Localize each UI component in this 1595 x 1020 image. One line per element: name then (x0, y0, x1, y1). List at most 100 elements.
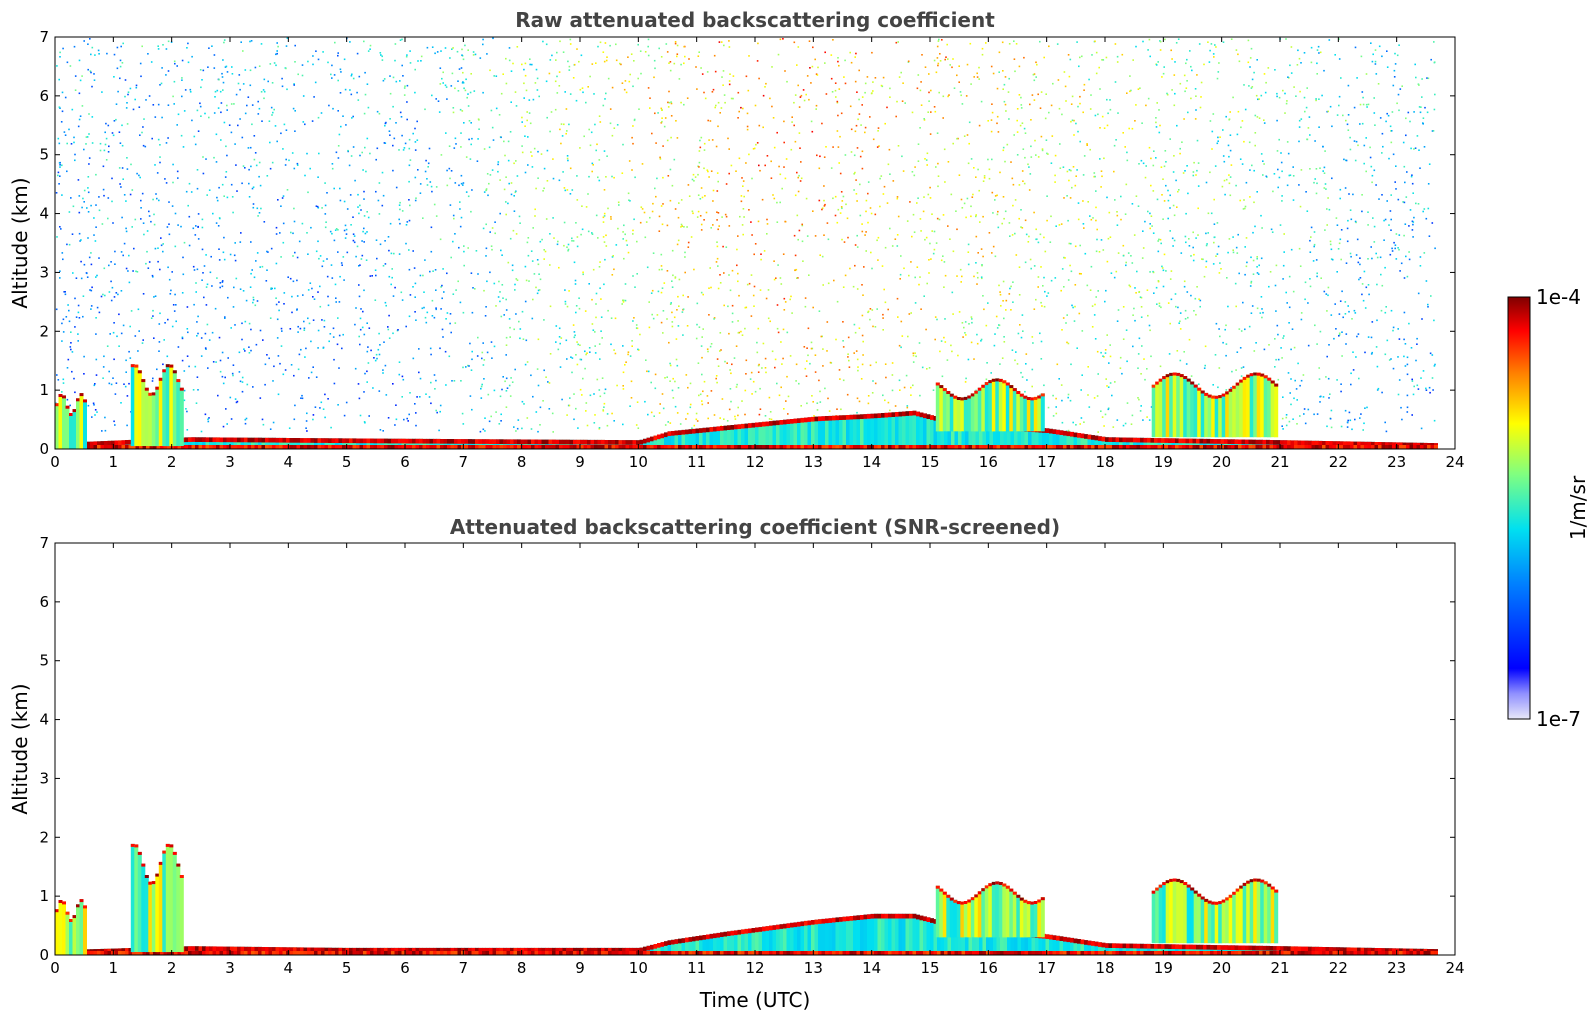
noise-speck (497, 296, 500, 298)
noise-speck (1095, 51, 1098, 54)
noise-speck (515, 313, 517, 315)
noise-speck (1059, 167, 1062, 169)
noise-speck (912, 352, 915, 355)
noise-speck (251, 269, 253, 271)
noise-speck (625, 91, 628, 94)
noise-speck (1390, 229, 1392, 231)
noise-speck (322, 260, 325, 262)
noise-speck (903, 267, 905, 270)
noise-speck (1282, 337, 1284, 339)
noise-speck (783, 309, 786, 311)
noise-speck (696, 88, 698, 90)
noise-speck (1383, 239, 1385, 241)
noise-speck (335, 301, 337, 303)
noise-speck (1336, 379, 1338, 381)
noise-speck (605, 234, 607, 237)
noise-speck (649, 107, 651, 109)
noise-speck (561, 398, 563, 401)
noise-speck (533, 273, 536, 275)
noise-speck (573, 331, 576, 333)
noise-speck (821, 255, 824, 258)
noise-speck (640, 72, 642, 75)
noise-speck (142, 144, 145, 147)
noise-speck (1081, 55, 1083, 58)
noise-speck (221, 76, 224, 78)
noise-speck (201, 226, 204, 229)
noise-speck (1064, 257, 1066, 259)
noise-speck (839, 378, 841, 380)
noise-speck (985, 324, 988, 327)
noise-speck (632, 320, 634, 322)
noise-speck (197, 226, 199, 228)
noise-speck (931, 213, 933, 215)
noise-speck (1307, 127, 1310, 129)
noise-speck (68, 320, 71, 323)
noise-speck (1179, 312, 1182, 314)
noise-speck (1082, 223, 1085, 225)
noise-speck (88, 163, 90, 165)
noise-speck (462, 182, 465, 184)
noise-speck (639, 221, 642, 224)
noise-speck (1016, 119, 1018, 122)
noise-speck (700, 291, 703, 294)
noise-speck (138, 174, 140, 177)
noise-speck (1360, 413, 1362, 415)
noise-speck (74, 75, 77, 77)
noise-speck (378, 353, 381, 356)
noise-speck (531, 260, 534, 262)
noise-speck (293, 83, 295, 85)
noise-speck (1130, 255, 1132, 257)
noise-speck (647, 45, 649, 48)
noise-speck (1338, 242, 1341, 245)
noise-speck (983, 177, 986, 179)
noise-speck (1306, 87, 1308, 89)
noise-speck (821, 208, 823, 211)
noise-speck (1212, 53, 1215, 55)
noise-speck (731, 321, 734, 323)
noise-speck (1403, 277, 1406, 279)
noise-speck (223, 236, 225, 239)
noise-speck (269, 317, 272, 319)
noise-speck (887, 308, 889, 311)
noise-speck (1174, 92, 1176, 95)
noise-speck (223, 41, 225, 44)
noise-speck (1355, 356, 1357, 358)
noise-speck (1075, 175, 1077, 177)
noise-speck (1144, 378, 1146, 381)
noise-speck (776, 131, 778, 134)
noise-speck (990, 119, 993, 121)
noise-speck (327, 304, 330, 307)
noise-speck (503, 188, 506, 191)
noise-speck (234, 242, 236, 244)
noise-speck (1200, 81, 1203, 84)
noise-speck (987, 120, 989, 122)
noise-speck (978, 189, 980, 192)
noise-speck (717, 101, 720, 104)
noise-speck (1219, 335, 1221, 338)
noise-speck (547, 381, 549, 383)
noise-speck (978, 66, 980, 69)
noise-speck (266, 269, 268, 271)
noise-speck (656, 177, 658, 180)
noise-speck (112, 331, 115, 334)
noise-speck (364, 421, 366, 424)
noise-speck (337, 251, 339, 253)
noise-speck (93, 73, 95, 75)
noise-speck (572, 240, 575, 242)
noise-speck (363, 112, 366, 115)
noise-speck (157, 260, 159, 263)
noise-speck (148, 95, 151, 97)
noise-speck (120, 186, 122, 188)
noise-speck (140, 75, 142, 78)
noise-speck (867, 402, 870, 405)
noise-speck (363, 198, 365, 200)
noise-speck (79, 79, 82, 82)
noise-speck (1324, 183, 1327, 185)
noise-speck (1212, 113, 1215, 115)
noise-speck (1341, 355, 1343, 357)
noise-speck (703, 167, 705, 170)
noise-speck (241, 381, 244, 383)
noise-speck (404, 85, 406, 87)
noise-speck (439, 83, 442, 85)
noise-speck (1070, 242, 1072, 245)
